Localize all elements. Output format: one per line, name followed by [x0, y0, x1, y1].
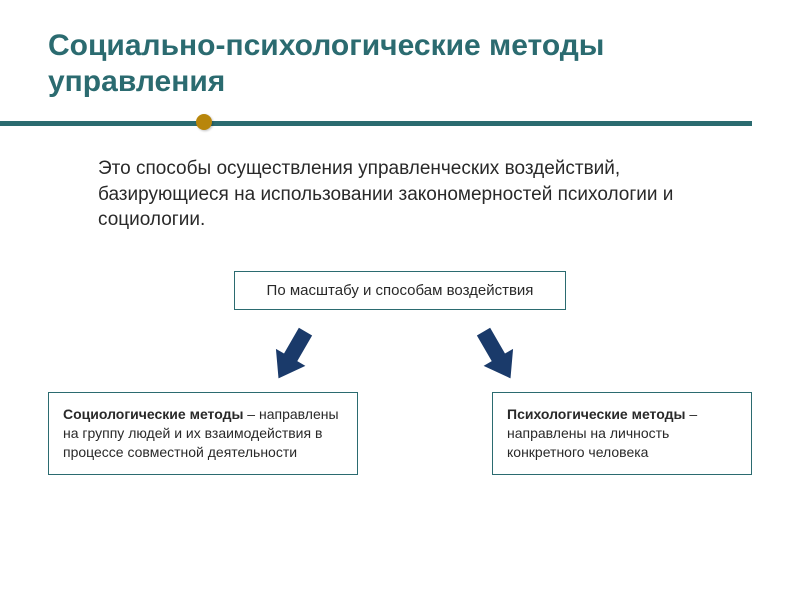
psychological-methods-box: Психологические методы – направлены на л…: [492, 392, 752, 475]
arrows-container: [0, 318, 800, 388]
classification-box: По масштабу и способам воздействия: [234, 271, 567, 310]
title-divider: [0, 114, 752, 130]
psychological-lead: Психологические методы: [507, 406, 685, 422]
divider-bar: [0, 121, 752, 126]
arrow-left-icon: [265, 318, 319, 392]
sociological-methods-box: Социологические методы – направлены на г…: [48, 392, 358, 475]
arrow-right-icon: [470, 318, 524, 392]
page-title: Социально-психологические методы управле…: [48, 28, 752, 100]
divider-ball-icon: [196, 114, 212, 130]
subtitle-text: Это способы осуществления управленческих…: [98, 156, 740, 233]
sociological-lead: Социологические методы: [63, 406, 243, 422]
